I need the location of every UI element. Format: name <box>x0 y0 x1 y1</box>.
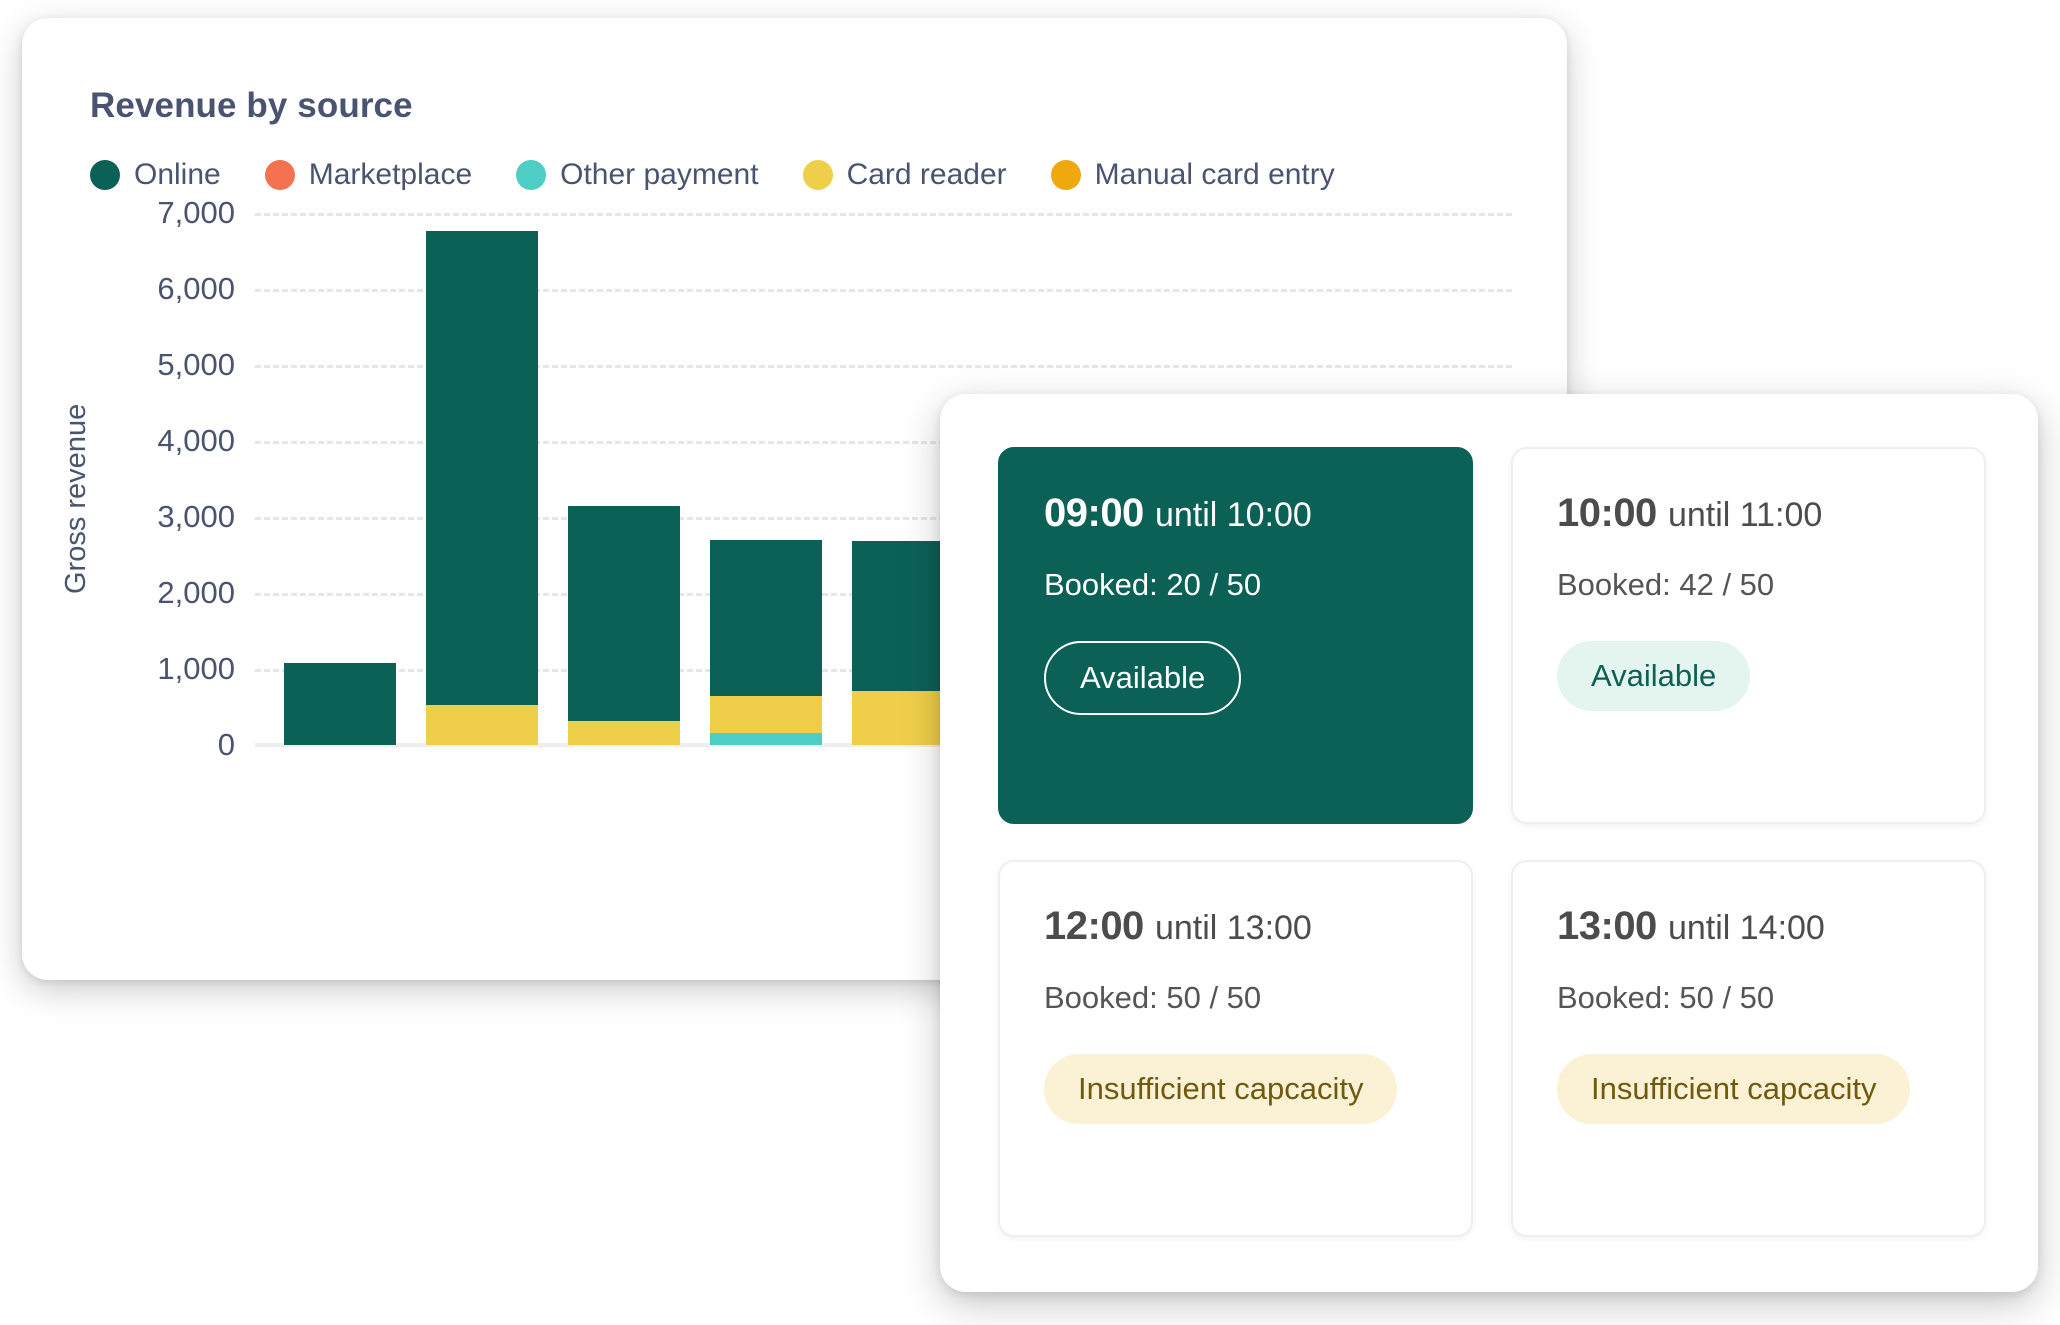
slot-end-time: until 13:00 <box>1154 909 1312 947</box>
slot-time: 10:00 until 11:00 <box>1557 493 1940 533</box>
legend-item[interactable]: Marketplace <box>264 158 473 192</box>
y-axis-title: Gross revenue <box>60 403 92 594</box>
time-slots-card: 09:00 until 10:00 Booked: 20 / 50 Availabl… <box>940 394 2038 1292</box>
chart-bar-segment <box>710 732 822 745</box>
y-axis-tick-label: 7,000 <box>157 195 235 230</box>
legend-item-label: Online <box>134 158 221 191</box>
y-axis-tick-label: 3,000 <box>157 499 235 534</box>
chart-gridline <box>255 517 1512 520</box>
chart-gridline <box>255 289 1512 292</box>
chart-gridline <box>255 213 1512 216</box>
y-axis-tick-label: 4,000 <box>157 423 235 458</box>
time-slot-card[interactable]: 12:00 until 13:00 Booked: 50 / 50 Insuffic… <box>998 860 1473 1237</box>
time-slot-card[interactable]: 10:00 until 11:00 Booked: 42 / 50 Availabl… <box>1511 447 1986 824</box>
slot-booked-count: Booked: 42 / 50 <box>1557 567 1775 602</box>
legend-item-label: Card reader <box>846 158 1007 191</box>
slot-time: 09:00 until 10:00 <box>1044 493 1427 533</box>
chart-bar[interactable] <box>426 213 538 745</box>
slot-end-time: until 11:00 <box>1667 496 1823 534</box>
legend-item[interactable]: Online <box>90 158 221 192</box>
slot-time: 12:00 until 13:00 <box>1044 906 1427 946</box>
chart-bar[interactable] <box>284 213 396 745</box>
chart-bar-segment <box>710 696 822 733</box>
legend-item-label: Marketplace <box>308 158 473 191</box>
legend-item-label: Other payment <box>560 158 759 191</box>
slot-start-time: 12:00 <box>1044 904 1144 948</box>
chart-bar-segment <box>568 506 680 721</box>
y-axis-tick-label: 2,000 <box>157 575 235 610</box>
slot-end-time: until 10:00 <box>1154 496 1312 534</box>
legend-swatch-icon <box>516 160 547 190</box>
legend-swatch-icon <box>90 160 120 190</box>
chart-axis-line <box>255 743 1512 747</box>
chart-bar-segment <box>568 720 680 745</box>
chart-gridline <box>255 441 1512 444</box>
slot-end-time: until 14:00 <box>1667 909 1825 947</box>
status-badge[interactable]: Insufficient capcacity <box>1044 1054 1398 1124</box>
time-slot-card[interactable]: 13:00 until 14:00 Booked: 50 / 50 Insuffic… <box>1511 860 1986 1237</box>
chart-bar[interactable] <box>710 213 822 745</box>
status-badge[interactable]: Available <box>1044 641 1242 715</box>
legend-item[interactable]: Other payment <box>516 158 759 192</box>
legend-item[interactable]: Card reader <box>802 158 1007 192</box>
time-slots-grid: 09:00 until 10:00 Booked: 20 / 50 Availabl… <box>998 447 1986 1237</box>
status-badge[interactable]: Available <box>1557 641 1751 711</box>
chart-legend: Online Marketplace Other payment Card reade… <box>90 158 1379 192</box>
slot-start-time: 09:00 <box>1044 491 1144 535</box>
legend-swatch-icon <box>1050 160 1081 190</box>
slot-booked-count: Booked: 50 / 50 <box>1557 980 1775 1015</box>
slot-booked-count: Booked: 20 / 50 <box>1044 567 1262 602</box>
y-axis-tick-label: 1,000 <box>157 651 235 686</box>
chart-bar-segment <box>426 231 538 705</box>
slot-time: 13:00 until 14:00 <box>1557 906 1940 946</box>
chart-bar-segment <box>284 662 396 745</box>
slot-booked-count: Booked: 50 / 50 <box>1044 980 1262 1015</box>
legend-swatch-icon <box>802 160 833 190</box>
legend-item[interactable]: Manual card entry <box>1050 158 1335 192</box>
legend-item-label: Manual card entry <box>1094 158 1335 191</box>
time-slot-card[interactable]: 09:00 until 10:00 Booked: 20 / 50 Availabl… <box>998 447 1473 824</box>
page-title: Revenue by source <box>90 86 413 125</box>
chart-bar-segment <box>710 539 822 697</box>
chart-gridline <box>255 365 1512 368</box>
slot-start-time: 10:00 <box>1557 491 1657 535</box>
y-axis-tick-label: 5,000 <box>157 347 235 382</box>
chart-bar-segment <box>426 704 538 745</box>
y-axis-tick-label: 6,000 <box>157 271 235 306</box>
chart-bar[interactable] <box>568 213 680 745</box>
y-axis-tick-label: 0 <box>217 727 235 762</box>
legend-swatch-icon <box>264 160 295 190</box>
status-badge[interactable]: Insufficient capcacity <box>1557 1054 1911 1124</box>
slot-start-time: 13:00 <box>1557 904 1657 948</box>
